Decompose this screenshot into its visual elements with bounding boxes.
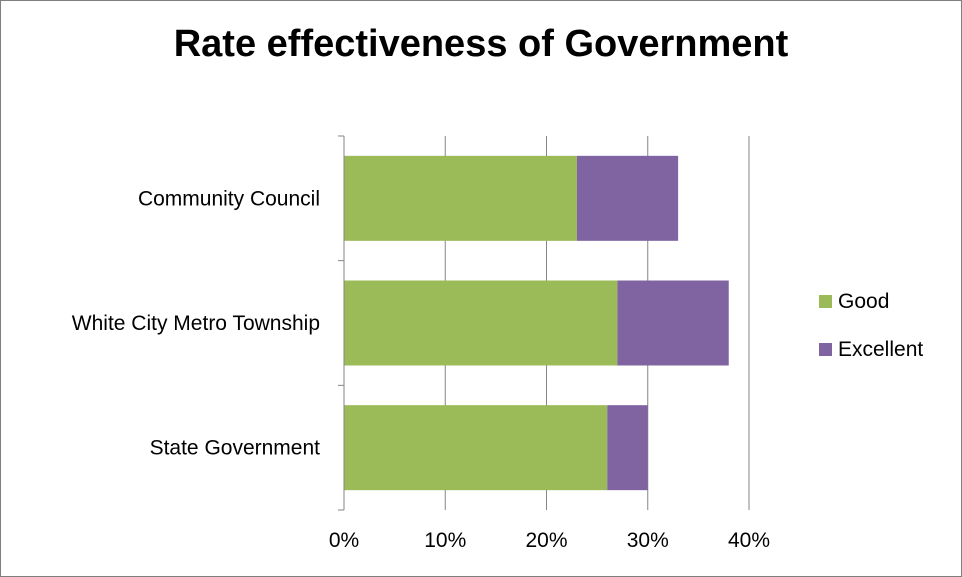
bars [344,155,729,491]
bar-good-2 [344,405,608,491]
x-tick-label: 20% [525,529,567,552]
axes [338,135,345,511]
legend-label-excellent: Excellent [838,338,923,361]
bar-excellent-2 [607,405,648,491]
legend-swatch-good [819,295,832,308]
x-tick-label: 10% [424,529,466,552]
x-tick-label: 0% [329,529,359,552]
x-tick-label: 30% [627,529,669,552]
chart-title: Rate effectiveness of Government [173,23,789,65]
category-label: White City Metro Township [72,312,320,335]
bar-excellent-0 [576,155,679,241]
x-tick-label: 40% [728,529,770,552]
category-label: Community Council [138,187,320,210]
legend-swatch-excellent [819,343,832,356]
bar-excellent-1 [617,280,729,366]
legend-label-good: Good [838,290,889,313]
category-label: State Government [150,437,321,460]
legend: Good Excellent [819,290,923,361]
bar-good-1 [344,280,618,366]
labels: 0% 10% 20% 30% 40% Community Council White Cit… [72,187,770,552]
bar-good-0 [344,155,577,241]
